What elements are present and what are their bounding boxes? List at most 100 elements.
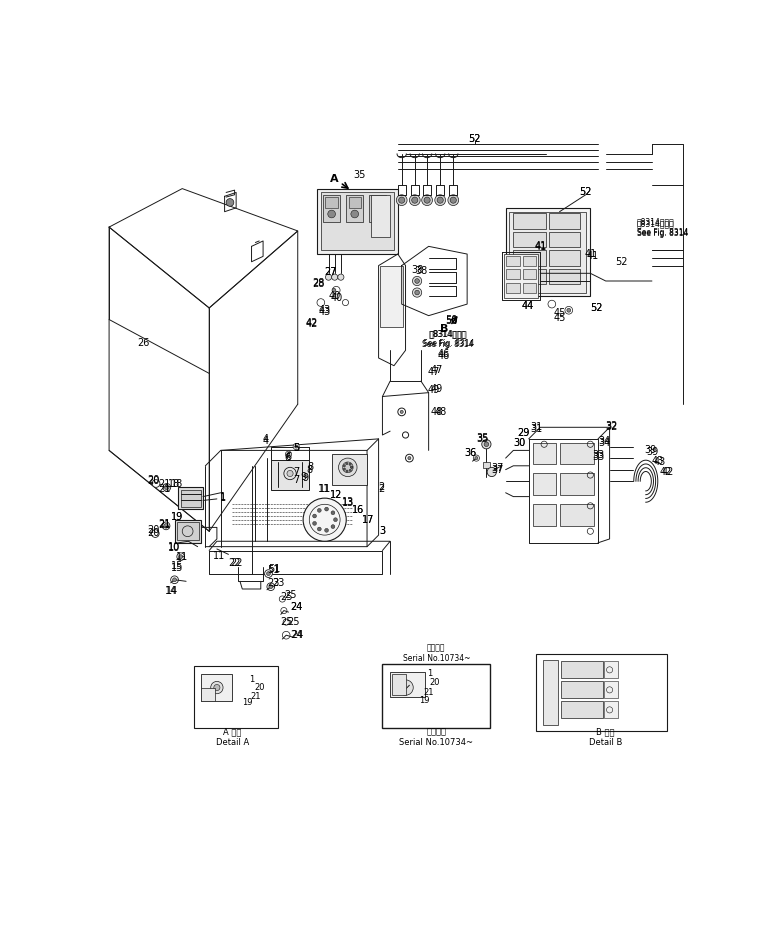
Circle shape (317, 509, 321, 512)
Circle shape (412, 197, 418, 204)
Text: 45: 45 (553, 309, 566, 318)
Text: 2: 2 (378, 483, 384, 492)
Circle shape (179, 554, 183, 559)
Text: 40: 40 (330, 293, 343, 303)
Text: 第8314図参照
See Fig. 8314: 第8314図参照 See Fig. 8314 (423, 329, 474, 349)
Circle shape (287, 471, 293, 476)
Text: 12: 12 (330, 490, 343, 500)
Text: 34: 34 (598, 436, 610, 446)
Text: 52: 52 (469, 134, 481, 143)
Circle shape (177, 552, 184, 561)
Bar (369, 194, 386, 221)
Text: 24: 24 (290, 603, 302, 613)
Text: 6: 6 (285, 452, 291, 461)
Text: 19: 19 (171, 512, 183, 523)
Bar (325, 197, 338, 207)
Circle shape (331, 525, 335, 528)
Text: 37: 37 (491, 465, 503, 475)
Text: 42: 42 (659, 467, 672, 477)
Text: 22: 22 (228, 558, 241, 568)
Circle shape (565, 306, 573, 314)
Text: 15: 15 (171, 561, 183, 571)
Text: 14: 14 (164, 586, 177, 595)
Circle shape (332, 288, 336, 292)
Bar (201, 687, 216, 700)
Text: 32: 32 (606, 422, 618, 432)
Circle shape (374, 210, 382, 218)
Text: 33: 33 (592, 452, 604, 461)
Circle shape (317, 527, 321, 531)
Text: 48: 48 (434, 407, 446, 417)
Bar (561, 682, 604, 698)
Text: 35: 35 (477, 433, 489, 443)
Text: 43: 43 (318, 305, 330, 315)
Circle shape (396, 194, 407, 206)
Circle shape (287, 453, 290, 456)
Text: 52: 52 (469, 134, 481, 143)
Text: 49: 49 (430, 384, 442, 393)
Text: 19: 19 (171, 512, 183, 523)
Text: 41: 41 (584, 249, 597, 259)
Text: 47: 47 (427, 366, 439, 377)
Bar (372, 197, 384, 207)
Text: 42: 42 (305, 319, 317, 329)
Circle shape (303, 498, 347, 541)
Bar (604, 682, 618, 698)
Bar (542, 660, 558, 725)
Text: 38: 38 (411, 265, 423, 275)
Circle shape (267, 583, 275, 591)
Bar (532, 443, 555, 464)
Text: 22: 22 (230, 558, 243, 568)
Bar (380, 266, 403, 327)
Bar (549, 250, 580, 266)
Text: 16: 16 (352, 506, 364, 515)
Text: 28: 28 (312, 277, 324, 287)
Circle shape (409, 194, 420, 206)
Circle shape (283, 619, 289, 625)
Text: 2: 2 (378, 484, 384, 494)
Bar (194, 666, 278, 727)
Bar (522, 270, 536, 279)
Text: 適用年式
Serial No.10734~: 適用年式 Serial No.10734~ (402, 644, 470, 663)
Text: 20: 20 (148, 528, 160, 538)
Text: 1: 1 (428, 670, 433, 678)
Circle shape (285, 451, 291, 458)
Text: 4: 4 (262, 436, 269, 446)
Text: 20: 20 (254, 683, 265, 692)
Bar (559, 473, 594, 495)
Bar (513, 250, 545, 266)
Bar (390, 672, 425, 697)
Bar (323, 194, 340, 221)
Text: 29: 29 (517, 429, 529, 438)
Text: 1: 1 (249, 675, 254, 684)
Text: 18: 18 (168, 479, 181, 489)
Circle shape (415, 290, 419, 295)
Text: 37: 37 (492, 463, 504, 473)
Text: 38: 38 (415, 266, 427, 276)
Circle shape (279, 596, 285, 602)
Text: 42: 42 (661, 467, 673, 477)
Text: 34: 34 (598, 438, 610, 447)
Text: 20: 20 (148, 474, 160, 485)
Text: 30: 30 (513, 438, 526, 447)
Bar (561, 661, 604, 678)
Circle shape (325, 274, 331, 280)
Bar (522, 257, 536, 266)
Circle shape (226, 199, 234, 206)
Circle shape (324, 507, 328, 511)
Text: 51: 51 (269, 564, 281, 574)
Text: 30: 30 (513, 438, 526, 447)
Circle shape (343, 462, 353, 472)
Circle shape (151, 530, 159, 538)
Bar (549, 269, 580, 284)
Bar (536, 655, 667, 732)
Circle shape (399, 197, 405, 204)
Circle shape (487, 468, 496, 476)
Bar (181, 490, 200, 507)
Text: 17: 17 (363, 514, 375, 525)
Circle shape (405, 454, 413, 462)
Bar (506, 283, 520, 293)
Bar (513, 269, 545, 284)
Bar (506, 270, 520, 279)
Text: 43: 43 (653, 457, 666, 467)
